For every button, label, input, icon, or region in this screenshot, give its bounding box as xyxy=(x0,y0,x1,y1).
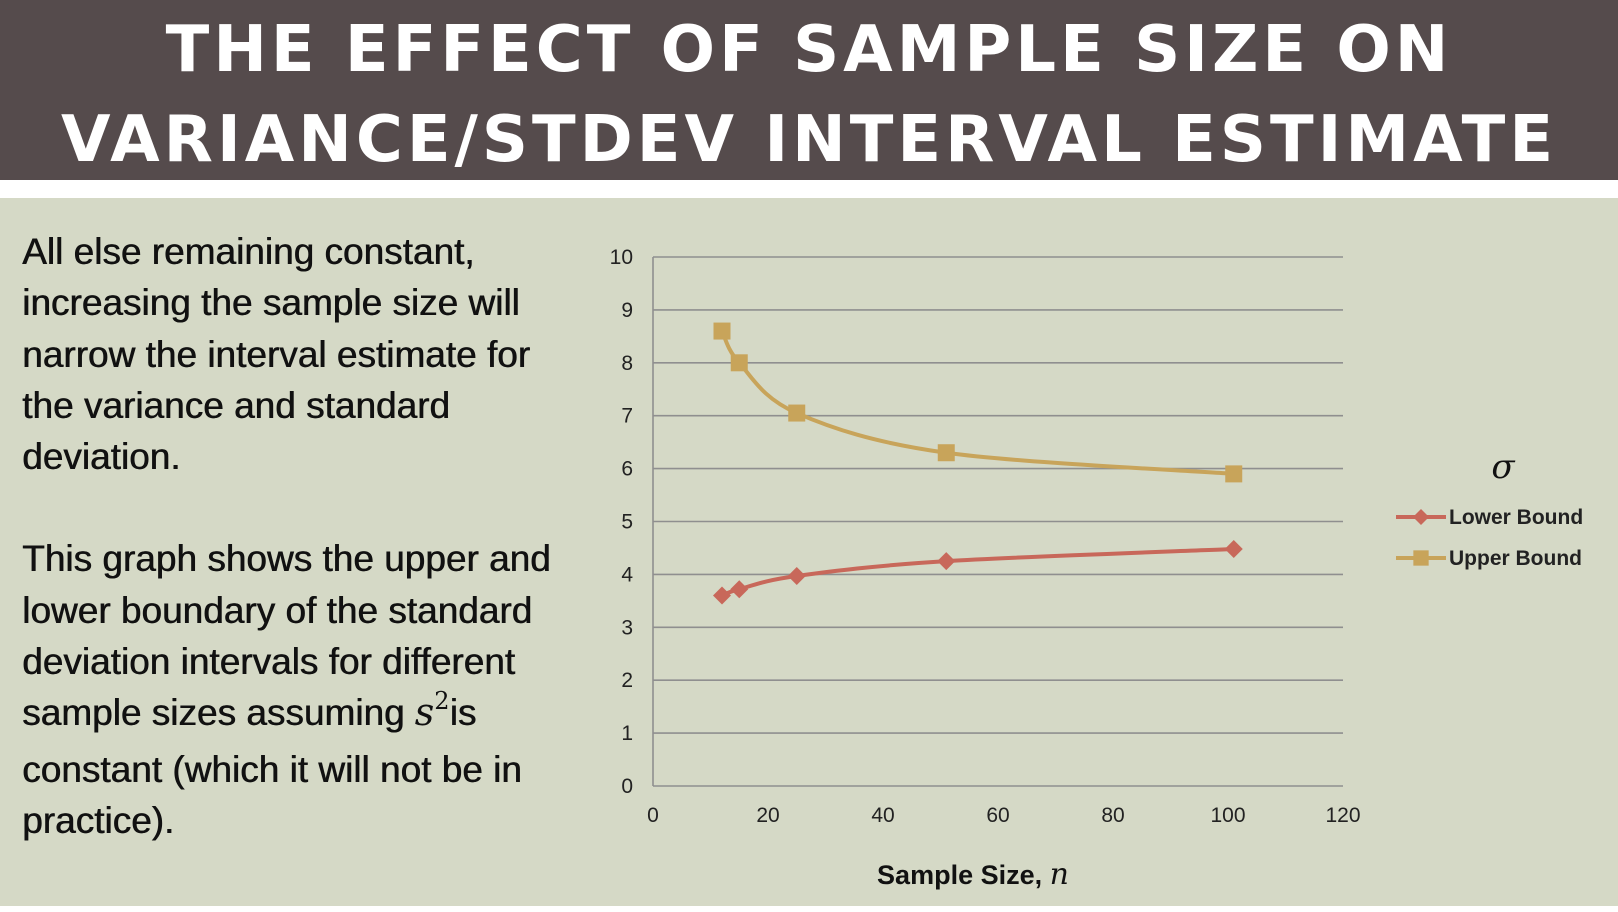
y-tick-label-10: 10 xyxy=(610,246,633,269)
title-bar: THE EFFECT OF SAMPLE SIZE ON VARIANCE/ST… xyxy=(0,0,1618,180)
y-tick-label-8: 8 xyxy=(621,352,633,375)
slide-title-line-1: THE EFFECT OF SAMPLE SIZE ON xyxy=(165,13,1453,87)
x-tick-label-60: 60 xyxy=(986,804,1009,827)
math-variable-s: s xyxy=(414,690,435,735)
data-point-upper-bound-0 xyxy=(713,322,731,340)
bottom-strip xyxy=(0,906,1618,912)
data-point-upper-bound-1 xyxy=(730,354,748,372)
data-point-upper-bound-4 xyxy=(1225,465,1243,483)
slide-title-line-2: VARIANCE/STDEV INTERVAL ESTIMATE xyxy=(60,103,1558,177)
series-layer xyxy=(713,322,1243,605)
body-paragraph-2: This graph shows the upper and lower bou… xyxy=(22,533,582,846)
x-tick-label-80: 80 xyxy=(1101,804,1124,827)
y-tick-label-5: 5 xyxy=(621,511,633,534)
data-point-upper-bound-2 xyxy=(788,404,806,422)
y-tick-label-0: 0 xyxy=(621,775,633,798)
y-tick-label-1: 1 xyxy=(621,722,633,745)
body-paragraph-2-end: is constant (which it will not be in pra… xyxy=(22,692,522,841)
body-paragraph-1: All else remaining constant, increasing … xyxy=(22,231,530,478)
body-text: All else remaining constant, increasing … xyxy=(22,226,582,846)
grid-lines xyxy=(653,256,1343,734)
x-tick-label-100: 100 xyxy=(1210,804,1245,827)
x-axis-title: Sample Size, n xyxy=(877,857,1069,892)
x-axis-label-text: Sample Size, xyxy=(877,860,1050,890)
data-point-upper-bound-3 xyxy=(937,444,955,462)
y-tick-label-4: 4 xyxy=(621,563,633,586)
legend-title: σ xyxy=(1491,447,1515,487)
y-tick-label-7: 7 xyxy=(621,405,633,428)
legend-marker-upper-bound xyxy=(1413,550,1429,566)
x-tick-label-40: 40 xyxy=(871,804,894,827)
title-divider xyxy=(0,180,1618,198)
x-tick-label-120: 120 xyxy=(1325,804,1360,827)
data-point-lower-bound-1 xyxy=(730,580,749,599)
data-point-lower-bound-0 xyxy=(713,586,731,605)
y-tick-label-9: 9 xyxy=(621,299,633,322)
series-line-upper-bound xyxy=(720,330,1234,476)
y-tick-label-6: 6 xyxy=(621,458,633,481)
x-tick-label-20: 20 xyxy=(756,804,779,827)
content-area: All else remaining constant, increasing … xyxy=(0,198,1618,906)
data-point-lower-bound-3 xyxy=(937,552,956,571)
y-tick-label-3: 3 xyxy=(621,616,633,639)
math-superscript: 2 xyxy=(434,687,450,716)
x-axis-label-variable: n xyxy=(1050,857,1069,892)
data-point-lower-bound-4 xyxy=(1224,540,1243,559)
body-paragraph-2-start: This graph shows the upper and lower bou… xyxy=(22,538,551,734)
x-axis-label: Sample Size, n xyxy=(877,857,1069,892)
legend-label-lower-bound: Lower Bound xyxy=(1449,506,1583,529)
legend-marker-lower-bound xyxy=(1413,509,1429,525)
data-point-lower-bound-2 xyxy=(787,566,806,585)
legend: Lower Bound Upper Bound σ xyxy=(1396,447,1583,570)
axes xyxy=(652,257,1343,787)
x-tick-label-0: 0 xyxy=(647,804,659,827)
y-tick-label-2: 2 xyxy=(621,669,633,692)
legend-label-upper-bound: Upper Bound xyxy=(1449,547,1582,570)
